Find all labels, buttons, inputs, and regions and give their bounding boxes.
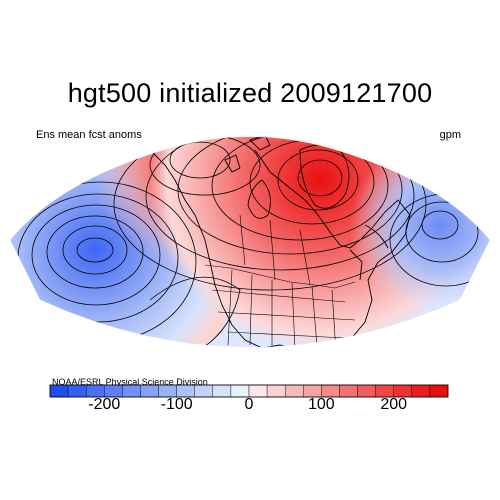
colorbar-swatch [339,384,358,398]
colorbar-swatch [284,384,304,398]
colorbar-swatch [140,384,159,398]
colorbar-tick-label: 0 [244,396,254,413]
colorbar-tick-label: -200 [88,396,121,413]
colorbar-swatch [411,384,431,398]
colorbar-swatch [49,384,69,398]
colorbar-tick-label: 200 [380,396,408,413]
colorbar-tick-label: -100 [160,396,193,413]
colorbar-swatch [194,384,214,398]
colorbar-tick-label: 100 [308,396,335,413]
map-boundary [9,136,491,348]
colorbar-swatch [122,384,141,398]
colorbar-swatch [429,384,449,398]
colorbar-swatch [67,384,87,398]
field-description: Ens mean fcst anoms [36,129,142,141]
map-title: hgt500 initialized 2009121700 [67,78,433,108]
colorbar-swatch [357,384,376,398]
colorbar-frame [49,384,449,398]
colorbar-swatch [212,384,232,398]
credit-label: NOAA/ESRL Physical Science Division [52,377,208,387]
units-label: gpm [439,129,461,141]
colorbar-swatch [266,384,286,398]
